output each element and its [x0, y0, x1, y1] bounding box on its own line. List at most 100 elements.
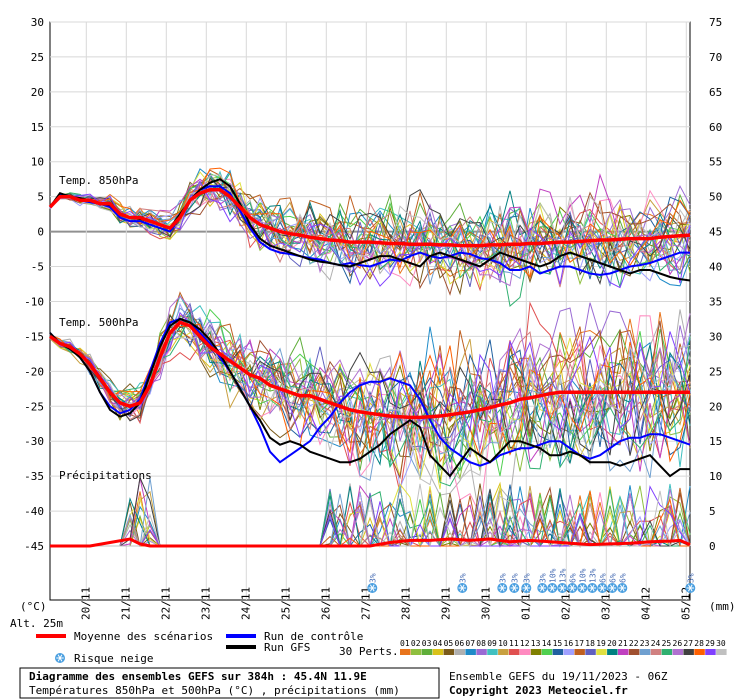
- x-tick-label: 21/11: [119, 587, 132, 620]
- main-series-lines: [48, 178, 691, 548]
- snow-risk-percent: 3%: [368, 573, 377, 583]
- pert-legend-id: 30: [716, 639, 726, 648]
- legend-control-label: Run de contrôle: [264, 630, 363, 643]
- pert-legend-swatch: [705, 649, 716, 655]
- x-tick-label: 03/12: [599, 587, 612, 620]
- snowflake-icon: [367, 583, 378, 593]
- snowflake-icon: [547, 583, 558, 593]
- x-tick-label: 23/11: [199, 587, 212, 620]
- left-tick-label: 10: [31, 156, 44, 169]
- pert-legend-swatch: [661, 649, 673, 655]
- pert-legend-id: 08: [476, 639, 486, 648]
- pert-legend-swatch: [519, 649, 531, 655]
- legend-snow-label: Risque neige: [74, 652, 153, 665]
- legend-snowflake: [55, 653, 65, 663]
- x-tick-label: 04/12: [639, 587, 652, 620]
- pert-legend-id: 03: [422, 639, 432, 648]
- pert-legend-swatch: [650, 649, 662, 655]
- label-temp-500: Temp. 500hPa: [59, 316, 138, 329]
- x-tick-label: 26/11: [319, 587, 332, 620]
- snow-risk-row: 3% 3% 3% 3% 3% 3% 10% 13% 6% 10% 13% 6% 6% 6% 3%: [367, 568, 696, 593]
- left-tick-label: -5: [31, 261, 44, 274]
- x-tick-label: 05/12: [679, 587, 692, 620]
- snowflake-icon: [521, 583, 532, 593]
- pert-legend-id: 27: [683, 639, 693, 648]
- chart-title: Diagramme des ensembles GEFS sur 384h : …: [29, 670, 367, 683]
- right-tick-label: 5: [709, 505, 716, 518]
- left-tick-label: -15: [24, 330, 44, 343]
- pert-legend-swatch: [683, 649, 694, 655]
- pert-legend-id: 24: [651, 639, 661, 648]
- right-tick-label: 25: [709, 365, 722, 378]
- title-box: Diagramme des ensembles GEFS sur 384h : …: [19, 667, 440, 699]
- left-tick-label: 5: [37, 191, 44, 204]
- left-tick-label: 15: [31, 121, 44, 134]
- snow-risk-percent: 10%: [548, 568, 557, 583]
- perturbation-lines-850: [49, 167, 691, 307]
- right-axis-unit: (mm): [709, 600, 736, 613]
- left-tick-label: -30: [24, 435, 44, 448]
- pert-legend-swatch: [607, 649, 618, 655]
- right-tick-label: 55: [709, 156, 722, 169]
- snowflake-icon: [457, 583, 468, 593]
- pert-legend-id: 18: [585, 639, 595, 648]
- pert-legend-swatch: [454, 649, 465, 655]
- right-tick-label: 60: [709, 121, 722, 134]
- snow-risk-percent: 6%: [598, 573, 607, 583]
- x-tick-label: 02/12: [559, 587, 572, 620]
- left-tick-label: -40: [24, 505, 44, 518]
- mean-line-500: [48, 320, 690, 420]
- label-precip: Précipitations: [59, 469, 152, 482]
- pert-legend-id: 26: [673, 639, 683, 648]
- left-tick-label: -35: [24, 470, 44, 483]
- pert-legend-id: 12: [520, 639, 530, 648]
- snow-risk-percent: 3%: [458, 573, 467, 583]
- right-tick-label: 40: [709, 261, 722, 274]
- control-line-850: [49, 185, 690, 276]
- x-tick-label: 22/11: [159, 587, 172, 620]
- snow-risk-percent: 3%: [498, 573, 507, 583]
- snowflake-icon: [587, 583, 598, 593]
- snow-risk-percent: 6%: [568, 573, 577, 583]
- precip-perturbation-line: [50, 483, 691, 548]
- pert-legend-swatch: [509, 649, 520, 655]
- snow-risk-percent: 13%: [588, 568, 597, 583]
- snowflake-icon: [497, 583, 508, 593]
- pert-legend-id: 04: [433, 639, 443, 648]
- pert-legend-swatch: [639, 649, 651, 655]
- pert-legend-id: 01: [400, 639, 410, 648]
- legend-perts-label: 30 Perts.: [339, 645, 399, 658]
- chart-subtitle: Températures 850hPa et 500hPa (°C) , pré…: [29, 684, 400, 697]
- altitude-label: Alt. 25m: [10, 617, 63, 630]
- left-axis-unit: (°C): [20, 600, 47, 613]
- x-axis-ticks: 20/11 21/11 22/11 23/11 24/11 25/11 26/11 27/11…: [79, 587, 692, 620]
- pert-legend-id: 16: [564, 639, 574, 648]
- snowflake-icon: [597, 583, 608, 593]
- right-tick-label: 65: [709, 86, 722, 99]
- pert-legend-swatch: [530, 649, 542, 655]
- pert-legend-id: 28: [694, 639, 704, 648]
- snow-risk-percent: 3%: [686, 573, 695, 583]
- x-tick-label: 01/12: [519, 587, 532, 620]
- left-tick-label: -10: [24, 295, 44, 308]
- pert-legend-id: 11: [509, 639, 519, 648]
- perturbation-line: [49, 191, 691, 296]
- pert-legend-id: 29: [705, 639, 715, 648]
- pert-legend-id: 15: [553, 639, 563, 648]
- snowflake-icon: [617, 583, 628, 593]
- left-tick-label: 0: [37, 226, 44, 239]
- pert-legend-swatch: [596, 649, 607, 655]
- left-tick-label: -20: [24, 365, 44, 378]
- pert-legend-swatch: [541, 649, 553, 655]
- pert-legend-swatch: [443, 649, 455, 655]
- snowflake-icon: [577, 583, 588, 593]
- x-tick-label: 25/11: [279, 587, 292, 620]
- x-tick-label: 24/11: [239, 587, 252, 620]
- legend: Moyenne des scénarios Run de contrôle Ru…: [36, 630, 727, 665]
- left-tick-label: 30: [31, 16, 44, 29]
- pert-legend-id: 10: [498, 639, 508, 648]
- perturbation-line: [49, 302, 691, 452]
- perturbation-line: [49, 314, 691, 459]
- pert-legend-id: 06: [455, 639, 465, 648]
